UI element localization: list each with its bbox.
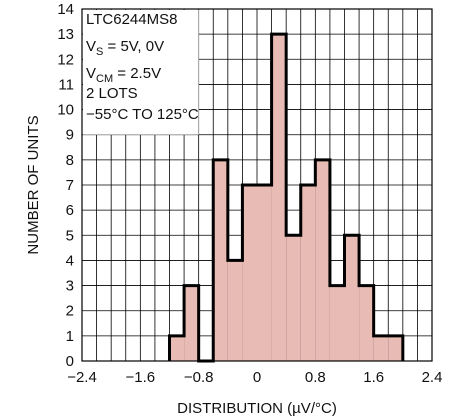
histogram-bar (169, 335, 185, 361)
histogram-bar (227, 260, 243, 361)
y-tick-label: 3 (66, 278, 74, 295)
histogram-bar (373, 335, 389, 361)
annotation-part: LTC6244MS8 (86, 11, 177, 28)
annotation-vcm-value: = 2.5V (113, 65, 161, 82)
annotation-vcm-prefix: V (86, 65, 96, 82)
histogram-bar (242, 185, 257, 361)
x-tick-label: 0 (253, 369, 261, 386)
y-tick-label: 7 (66, 177, 74, 194)
x-tick-label: −1.6 (126, 369, 156, 386)
x-axis-label: DISTRIBUTION (µV/°C) (177, 400, 337, 417)
y-tick-label: 0 (66, 353, 74, 370)
histogram-bar (388, 335, 403, 361)
annotation-lots: 2 LOTS (86, 85, 138, 102)
x-tick-label: −0.8 (184, 369, 214, 386)
annotation-vcm-sub: CM (96, 73, 113, 85)
histogram-bar (315, 159, 330, 361)
y-tick-label: 1 (66, 328, 74, 345)
y-tick-label: 4 (66, 252, 74, 269)
x-tick-label: 0.8 (305, 369, 326, 386)
x-tick-label: −2.4 (67, 369, 97, 386)
y-tick-label: 5 (66, 227, 74, 244)
annotation-vs-sub: S (96, 46, 103, 58)
x-tick-label: 2.4 (422, 369, 443, 386)
annotation-vs: VS = 5V, 0V (86, 38, 164, 58)
annotation-vs-prefix: V (86, 38, 96, 55)
histogram-bar (329, 285, 345, 361)
annotation-vs-value: = 5V, 0V (103, 38, 164, 55)
histogram-bars (168, 32, 405, 363)
y-tick-label: 13 (57, 26, 74, 43)
y-tick-label: 14 (57, 1, 74, 18)
y-tick-label: 6 (66, 202, 74, 219)
annotation-box (83, 10, 199, 135)
y-tick-label: 9 (66, 127, 74, 144)
annotation-temp: −55°C TO 125°C (86, 106, 199, 123)
y-tick-label: 8 (66, 152, 74, 169)
plot-frame (81, 8, 433, 362)
x-tick-labels: −2.4 −1.6 −0.8 0 0.8 1.6 2.4 (67, 369, 442, 386)
histogram-bar (213, 159, 228, 361)
histogram-bar (359, 285, 374, 361)
histogram-bar (300, 185, 316, 361)
annotation-text: LTC6244MS8 VS = 5V, 0V VCM = 2.5V 2 LOTS… (86, 11, 199, 123)
histogram-bar (184, 285, 199, 361)
annotation-vcm: VCM = 2.5V (86, 65, 161, 85)
histogram-bar (344, 235, 360, 361)
y-tick-label: 2 (66, 303, 74, 320)
y-tick-label: 10 (57, 102, 74, 119)
y-axis-label: NUMBER OF UNITS (25, 115, 42, 254)
histogram-bar (257, 185, 272, 361)
histogram-bar (271, 34, 287, 362)
y-tick-label: 12 (57, 51, 74, 68)
histogram-bar (286, 235, 301, 361)
y-tick-label: 11 (58, 76, 74, 93)
x-tick-label: 1.6 (363, 369, 384, 386)
